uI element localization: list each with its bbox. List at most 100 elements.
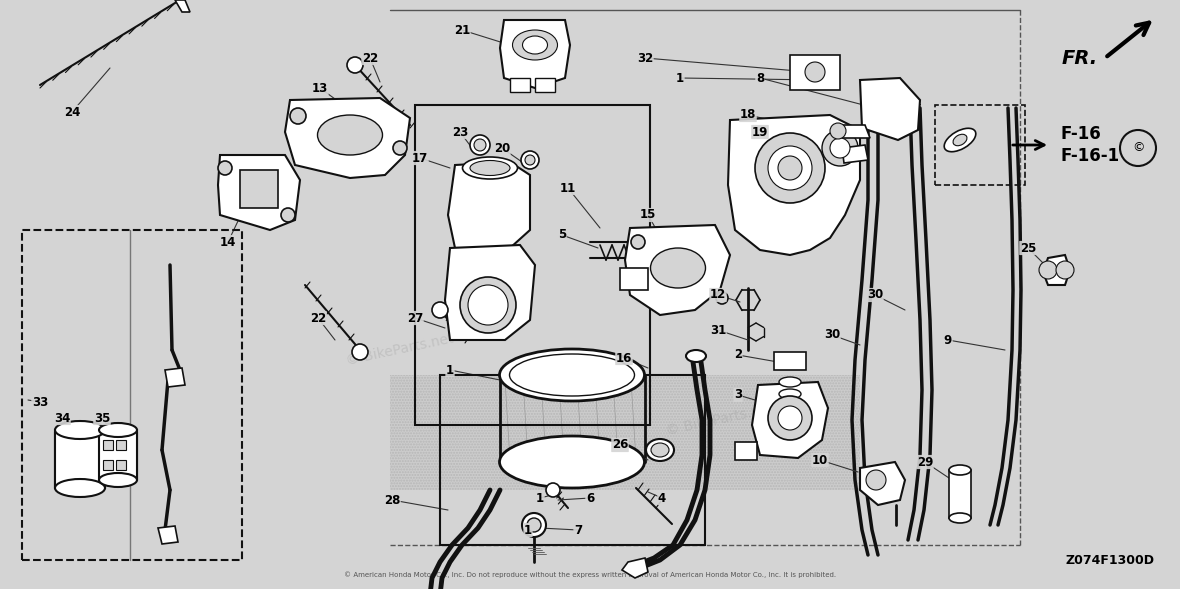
- Polygon shape: [500, 20, 570, 88]
- Text: 35: 35: [94, 412, 110, 425]
- Ellipse shape: [651, 443, 669, 457]
- Circle shape: [546, 483, 560, 497]
- Text: © American Honda Motor Co., Inc. Do not reproduce without the express written ap: © American Honda Motor Co., Inc. Do not …: [343, 572, 837, 578]
- Text: Z074F1300D: Z074F1300D: [1066, 554, 1155, 567]
- Bar: [935, 105, 1025, 185]
- Circle shape: [631, 235, 645, 249]
- Bar: [391, 375, 860, 490]
- Circle shape: [1040, 261, 1057, 279]
- Text: 9: 9: [944, 333, 952, 346]
- Text: 10: 10: [812, 454, 828, 466]
- Ellipse shape: [523, 36, 548, 54]
- Circle shape: [432, 302, 448, 318]
- Text: 34: 34: [54, 412, 70, 425]
- Ellipse shape: [463, 157, 518, 179]
- Polygon shape: [860, 78, 920, 140]
- Circle shape: [218, 161, 232, 175]
- Bar: [55, 430, 105, 488]
- Circle shape: [474, 139, 486, 151]
- Polygon shape: [158, 526, 178, 544]
- Text: 12: 12: [710, 289, 726, 302]
- Bar: [116, 460, 126, 470]
- Text: 26: 26: [611, 438, 628, 452]
- Bar: [949, 470, 971, 518]
- Text: 7: 7: [573, 524, 582, 537]
- Circle shape: [525, 155, 535, 165]
- Circle shape: [805, 62, 825, 82]
- Circle shape: [830, 123, 846, 139]
- Bar: [440, 375, 704, 545]
- Ellipse shape: [779, 413, 801, 423]
- Text: 11: 11: [559, 181, 576, 194]
- Text: 27: 27: [407, 312, 424, 325]
- Circle shape: [768, 146, 812, 190]
- Text: 4: 4: [658, 491, 667, 505]
- Bar: [103, 440, 113, 450]
- Circle shape: [1056, 261, 1074, 279]
- Circle shape: [755, 133, 825, 203]
- Ellipse shape: [949, 465, 971, 475]
- Circle shape: [352, 344, 368, 360]
- Ellipse shape: [99, 423, 137, 437]
- Text: 29: 29: [917, 455, 933, 468]
- Circle shape: [822, 130, 858, 166]
- Ellipse shape: [650, 248, 706, 288]
- Polygon shape: [175, 0, 190, 12]
- Circle shape: [468, 285, 509, 325]
- Bar: [789, 55, 840, 90]
- Text: 13: 13: [312, 81, 328, 94]
- Ellipse shape: [55, 479, 105, 497]
- Ellipse shape: [779, 389, 801, 399]
- Circle shape: [470, 135, 490, 155]
- Text: © BikeParts.net: © BikeParts.net: [345, 332, 455, 368]
- Circle shape: [281, 208, 295, 222]
- Text: 8: 8: [756, 71, 765, 84]
- Polygon shape: [445, 245, 535, 340]
- Polygon shape: [622, 558, 648, 578]
- Text: 22: 22: [310, 312, 326, 325]
- Circle shape: [778, 406, 802, 430]
- Ellipse shape: [949, 513, 971, 523]
- Text: 15: 15: [640, 209, 656, 221]
- Text: 1: 1: [446, 363, 454, 376]
- Polygon shape: [448, 162, 530, 248]
- Ellipse shape: [779, 377, 801, 387]
- Text: 17: 17: [412, 151, 428, 164]
- Text: 24: 24: [64, 105, 80, 118]
- Text: © BikeParts.net: © BikeParts.net: [664, 402, 775, 438]
- Bar: [510, 78, 530, 92]
- Text: 6: 6: [586, 491, 594, 505]
- Text: 1: 1: [676, 71, 684, 84]
- Ellipse shape: [499, 436, 644, 488]
- Circle shape: [460, 277, 516, 333]
- Bar: [535, 78, 555, 92]
- Text: 23: 23: [452, 125, 468, 138]
- Ellipse shape: [55, 421, 105, 439]
- Text: 19: 19: [752, 125, 768, 138]
- Ellipse shape: [317, 115, 382, 155]
- Circle shape: [527, 518, 540, 532]
- Polygon shape: [1043, 255, 1070, 285]
- Polygon shape: [625, 225, 730, 315]
- Text: FR.: FR.: [1062, 48, 1099, 68]
- Text: 18: 18: [740, 108, 756, 121]
- Bar: [116, 440, 126, 450]
- Text: 14: 14: [219, 236, 236, 249]
- Bar: [774, 352, 806, 370]
- Bar: [240, 170, 278, 208]
- Ellipse shape: [499, 349, 644, 401]
- Text: 1: 1: [536, 491, 544, 505]
- Circle shape: [290, 108, 306, 124]
- Text: 16: 16: [616, 352, 632, 365]
- Circle shape: [768, 396, 812, 440]
- Ellipse shape: [99, 473, 137, 487]
- Circle shape: [393, 141, 407, 155]
- Text: 28: 28: [384, 494, 400, 507]
- Text: 21: 21: [454, 24, 470, 37]
- Ellipse shape: [686, 350, 706, 362]
- Text: 20: 20: [494, 141, 510, 154]
- Bar: [735, 442, 758, 460]
- Bar: [99, 430, 137, 480]
- Polygon shape: [843, 145, 868, 163]
- Text: 32: 32: [637, 51, 653, 65]
